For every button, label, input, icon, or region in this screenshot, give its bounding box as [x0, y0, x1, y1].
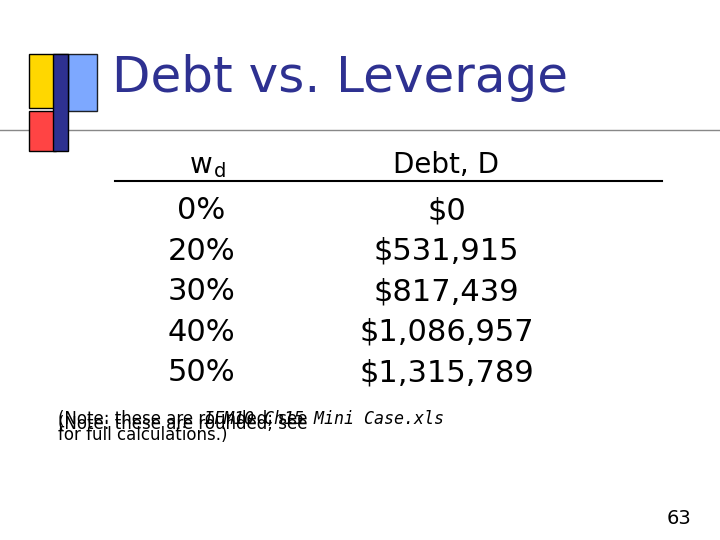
FancyBboxPatch shape: [53, 54, 68, 151]
Text: 50%: 50%: [168, 358, 235, 387]
Text: $817,439: $817,439: [374, 277, 519, 306]
Text: 0%: 0%: [177, 196, 226, 225]
Text: 40%: 40%: [168, 318, 235, 347]
Text: 30%: 30%: [168, 277, 235, 306]
FancyBboxPatch shape: [29, 54, 68, 108]
Text: (Note: these are rounded; see: (Note: these are rounded; see: [58, 409, 312, 428]
Text: 20%: 20%: [168, 237, 235, 266]
Text: $1,315,789: $1,315,789: [359, 358, 534, 387]
Text: for full calculations.): for full calculations.): [58, 426, 227, 444]
Text: (Note: these are rounded; see: (Note: these are rounded; see: [58, 415, 312, 433]
Text: Debt vs. Leverage: Debt vs. Leverage: [112, 55, 567, 102]
Text: IFM10 Ch15 Mini Case.xls: IFM10 Ch15 Mini Case.xls: [204, 409, 444, 428]
Text: $531,915: $531,915: [374, 237, 519, 266]
Text: w: w: [190, 151, 213, 179]
Text: $0: $0: [427, 196, 466, 225]
FancyBboxPatch shape: [29, 111, 56, 151]
Text: d: d: [213, 162, 226, 181]
Text: 63: 63: [667, 509, 691, 528]
FancyBboxPatch shape: [68, 54, 97, 111]
Text: Debt, D: Debt, D: [393, 151, 500, 179]
Text: $1,086,957: $1,086,957: [359, 318, 534, 347]
